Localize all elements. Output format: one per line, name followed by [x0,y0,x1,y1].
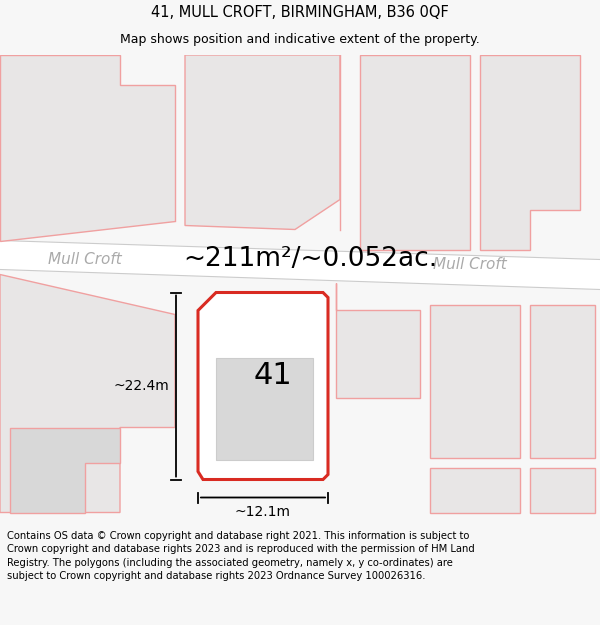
Polygon shape [430,304,520,458]
Text: 41: 41 [254,361,292,391]
Polygon shape [185,55,340,229]
Text: 41, MULL CROFT, BIRMINGHAM, B36 0QF: 41, MULL CROFT, BIRMINGHAM, B36 0QF [151,4,449,19]
Text: ~22.4m: ~22.4m [113,379,169,393]
Polygon shape [0,274,175,512]
Text: Mull Croft: Mull Croft [433,257,507,272]
Polygon shape [0,241,600,289]
Text: Map shows position and indicative extent of the property.: Map shows position and indicative extent… [120,33,480,46]
Text: Mull Croft: Mull Croft [48,253,122,268]
Polygon shape [0,55,175,241]
Polygon shape [336,282,420,398]
Polygon shape [530,468,595,512]
Polygon shape [216,357,313,459]
Polygon shape [530,304,595,458]
Polygon shape [198,292,328,479]
Text: Contains OS data © Crown copyright and database right 2021. This information is : Contains OS data © Crown copyright and d… [7,531,475,581]
Text: ~12.1m: ~12.1m [235,506,291,519]
Polygon shape [480,55,580,249]
Text: ~211m²/~0.052ac.: ~211m²/~0.052ac. [183,246,437,272]
Polygon shape [10,428,120,512]
Polygon shape [360,55,470,249]
Polygon shape [430,468,520,512]
